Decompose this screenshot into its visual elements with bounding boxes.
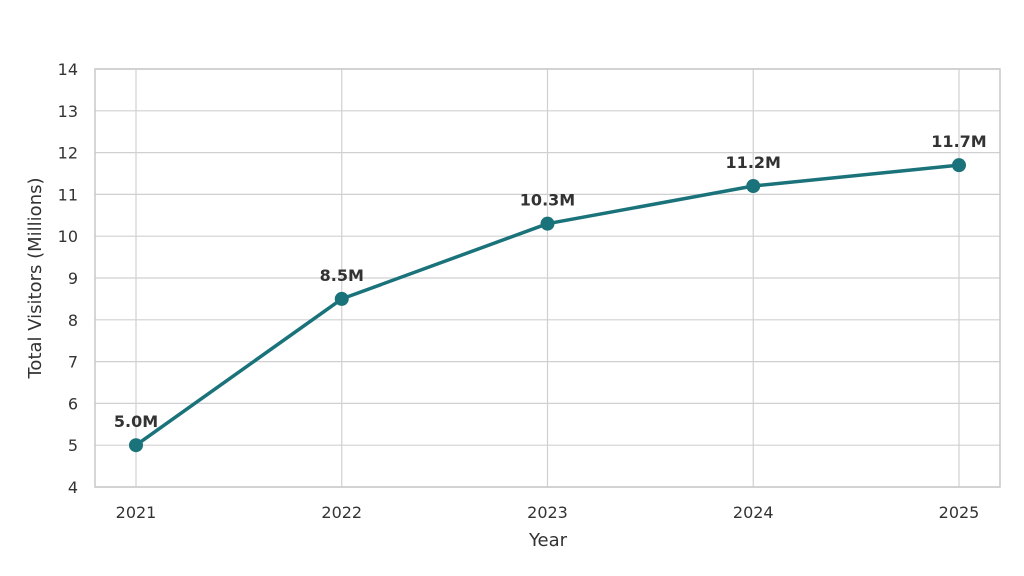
data-label: 11.2M xyxy=(726,153,781,172)
data-point xyxy=(952,158,966,173)
data-label: 11.7M xyxy=(931,132,986,151)
y-axis-label: Total Visitors (Millions) xyxy=(25,177,46,379)
y-tick-label: 8 xyxy=(68,311,78,330)
data-label: 10.3M xyxy=(520,191,575,210)
y-tick-label: 10 xyxy=(58,227,78,246)
data-point xyxy=(129,438,143,453)
data-point xyxy=(746,179,761,194)
data-point xyxy=(334,291,349,306)
y-tick-label: 14 xyxy=(58,60,78,79)
plot-frame xyxy=(94,68,1001,488)
data-label: 5.0M xyxy=(114,412,158,431)
y-tick-label: 12 xyxy=(58,144,78,163)
grid xyxy=(95,68,1000,488)
x-axis-label: Year xyxy=(528,530,568,551)
y-axis-ticks: 4 5 6 7 8 9 10 11 12 13 14 xyxy=(58,60,78,497)
x-tick-label: 2022 xyxy=(321,503,362,522)
y-tick-label: 6 xyxy=(68,394,78,413)
y-tick-label: 11 xyxy=(58,185,78,204)
data-point xyxy=(540,216,555,231)
y-tick-label: 13 xyxy=(58,102,78,121)
x-axis-ticks: 2021 2022 2023 2024 2025 xyxy=(116,503,980,522)
data-labels: 5.0M 8.5M 10.3M 11.2M 11.7M xyxy=(114,132,987,431)
y-tick-label: 4 xyxy=(68,478,78,497)
y-tick-label: 5 xyxy=(68,436,78,455)
data-label: 8.5M xyxy=(320,266,364,285)
x-tick-label: 2021 xyxy=(116,503,157,522)
x-tick-label: 2024 xyxy=(733,503,774,522)
x-tick-label: 2023 xyxy=(527,503,568,522)
y-tick-label: 9 xyxy=(68,269,78,288)
x-tick-label: 2025 xyxy=(939,503,980,522)
data-points xyxy=(129,158,966,453)
y-tick-label: 7 xyxy=(68,353,78,372)
